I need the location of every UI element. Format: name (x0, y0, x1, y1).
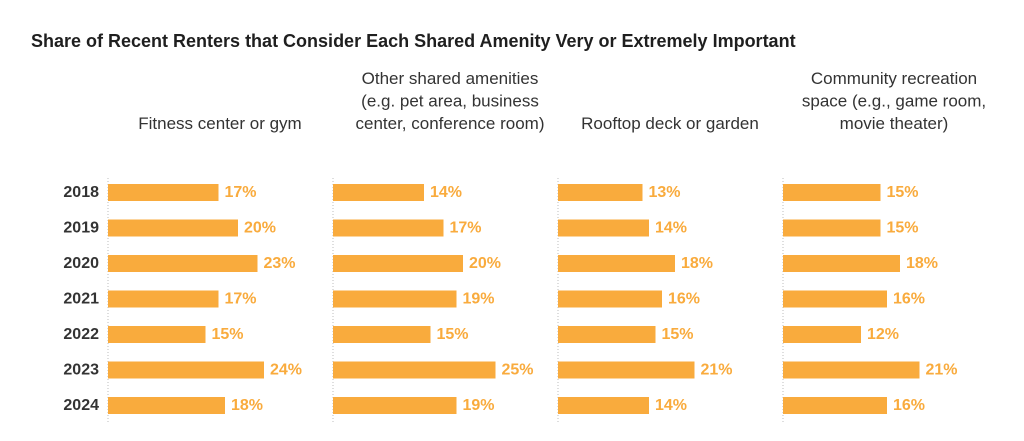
year-label: 2018 (63, 184, 99, 201)
bar (108, 326, 206, 343)
bar (783, 361, 920, 379)
bar (333, 397, 457, 414)
value-label: 20% (469, 255, 501, 272)
value-label: 18% (681, 255, 713, 272)
value-label: 25% (502, 362, 534, 379)
bar (108, 361, 264, 379)
value-label: 15% (887, 220, 919, 237)
panel-label-line: movie theater) (840, 114, 949, 133)
value-label: 15% (662, 326, 694, 343)
bar (558, 290, 662, 308)
chart-panels: Fitness center or gym 17% 20% 23% 17% 15% 24% 1… (107, 69, 986, 424)
panel-4: Community recreation space (e.g., game ro… (782, 69, 986, 424)
panel-3: Rooftop deck or garden 13% 14% 18% 16% 15% 21%… (557, 114, 759, 424)
value-label: 16% (668, 291, 700, 308)
bar (558, 361, 695, 379)
year-label: 2020 (63, 255, 99, 272)
value-label: 15% (887, 184, 919, 201)
value-label: 16% (893, 291, 925, 308)
bar (558, 219, 649, 237)
panel-label-line: Community recreation (811, 69, 977, 88)
bar (108, 219, 238, 237)
bar (108, 255, 258, 272)
value-label: 17% (225, 291, 257, 308)
panel-label-line: Fitness center or gym (138, 114, 301, 133)
panel-1: Fitness center or gym 17% 20% 23% 17% 15% 24% 1… (107, 114, 302, 424)
year-label: 2024 (63, 397, 99, 414)
bar (783, 290, 887, 308)
year-label: 2019 (63, 220, 99, 237)
bar (783, 219, 881, 237)
value-label: 23% (264, 255, 296, 272)
bar (333, 290, 457, 308)
bar (108, 397, 225, 414)
value-label: 18% (231, 397, 263, 414)
panel-label-line: (e.g. pet area, business (361, 92, 539, 111)
value-label: 16% (893, 397, 925, 414)
bar (783, 184, 881, 201)
chart-title: Share of Recent Renters that Consider Ea… (31, 31, 796, 51)
panel-label: Rooftop deck or garden (581, 114, 759, 133)
bar (333, 255, 463, 272)
value-label: 24% (270, 362, 302, 379)
bar (558, 255, 675, 272)
panel-label-line: center, conference room) (356, 114, 545, 133)
value-label: 15% (437, 326, 469, 343)
year-label: 2023 (63, 362, 99, 379)
value-label: 13% (649, 184, 681, 201)
value-label: 18% (906, 255, 938, 272)
value-label: 19% (463, 291, 495, 308)
value-label: 21% (926, 362, 958, 379)
value-label: 15% (212, 326, 244, 343)
bar (783, 397, 887, 414)
bar (783, 326, 861, 343)
bar (333, 219, 444, 237)
value-label: 21% (701, 362, 733, 379)
panel-label: Community recreation space (e.g., game ro… (802, 69, 986, 133)
panel-label: Fitness center or gym (138, 114, 301, 133)
year-label: 2022 (63, 326, 99, 343)
value-label: 17% (225, 184, 257, 201)
panel-label-line: Other shared amenities (362, 69, 539, 88)
bar (333, 361, 496, 379)
value-label: 14% (655, 397, 687, 414)
bar (558, 397, 649, 414)
bar (108, 184, 219, 201)
bar (783, 255, 900, 272)
panel-label-line: space (e.g., game room, (802, 92, 986, 111)
bar (333, 184, 424, 201)
panel-label: Other shared amenities (e.g. pet area, bu… (356, 69, 545, 133)
bar (108, 290, 219, 308)
bar (558, 184, 643, 201)
bar (558, 326, 656, 343)
value-label: 17% (450, 220, 482, 237)
value-label: 14% (655, 220, 687, 237)
year-axis: 2018 2019 2020 2021 2022 2023 2024 (63, 184, 99, 414)
value-label: 19% (463, 397, 495, 414)
panel-label-line: Rooftop deck or garden (581, 114, 759, 133)
value-label: 14% (430, 184, 462, 201)
panel-2: Other shared amenities (e.g. pet area, bu… (332, 69, 545, 424)
value-label: 12% (867, 326, 899, 343)
bar (333, 326, 431, 343)
value-label: 20% (244, 220, 276, 237)
year-label: 2021 (63, 291, 99, 308)
